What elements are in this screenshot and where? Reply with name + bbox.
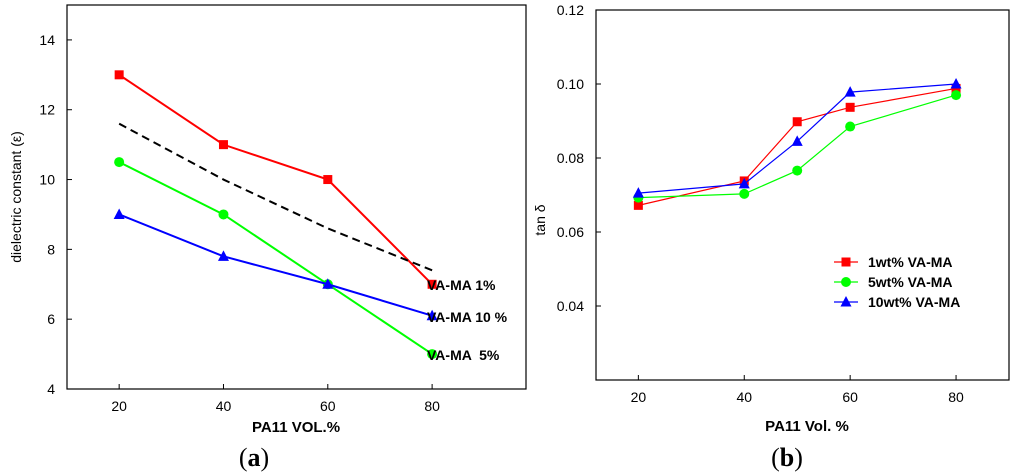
- annotation-va-ma-10: VA-MA 10 %: [427, 309, 508, 325]
- x-tick-label: 20: [631, 389, 647, 405]
- series-line-va-ma-10-: [118, 213, 433, 317]
- panel-b-x-ticks: 20 40 60 80: [631, 375, 964, 405]
- panel-a-label-open: (: [239, 443, 248, 472]
- x-tick-label: 80: [424, 398, 440, 414]
- y-tick-label: 14: [39, 32, 55, 48]
- panel-a-label-close: ): [261, 443, 270, 472]
- x-tick-label: 40: [736, 389, 752, 405]
- data-point: [738, 177, 750, 189]
- series-line-va-ma-1-: [118, 73, 433, 285]
- panel-a-y-ticks: 4 6 8 10 12 14: [39, 32, 72, 397]
- data-point: [632, 187, 644, 198]
- data-point: [792, 117, 802, 127]
- data-point: [791, 135, 803, 146]
- panel-b-x-axis-title: PA11 Vol. %: [765, 418, 849, 435]
- legend-entry: 1wt% VA-MA: [868, 254, 953, 270]
- data-point: [323, 175, 333, 185]
- data-point: [792, 165, 803, 176]
- series-line-va-ma-5-: [118, 161, 433, 355]
- data-point: [114, 157, 125, 168]
- series-line-5wt-va-ma: [638, 94, 957, 199]
- data-point: [218, 209, 229, 220]
- data-point: [845, 121, 856, 132]
- y-tick-label: 10: [39, 172, 55, 188]
- legend-entry: 10wt% VA-MA: [868, 294, 960, 310]
- x-tick-label: 40: [216, 398, 232, 414]
- panel-a-label-letter: a: [248, 443, 261, 472]
- legend-marker: [841, 277, 851, 287]
- y-tick-label: 0.10: [557, 76, 584, 92]
- y-tick-label: 0.04: [557, 298, 584, 314]
- legend-entry: 5wt% VA-MA: [868, 274, 953, 290]
- panel-b-chart: 0.04 0.06 0.08 0.10 0.12 20 40 60 80 PA11 Vol. …: [532, 2, 1010, 472]
- panel-b-y-ticks: 0.04 0.06 0.08 0.10 0.12: [557, 2, 601, 314]
- annotation-va-ma-1: VA-MA 1%: [427, 277, 496, 293]
- legend-marker: [840, 296, 852, 307]
- panel-a-plot-frame: [66, 4, 527, 390]
- series-line-1wt-va-ma: [638, 87, 957, 206]
- panel-b-label-open: (: [771, 443, 780, 472]
- data-point: [633, 200, 643, 210]
- y-tick-label: 0.06: [557, 224, 584, 240]
- y-tick-label: 8: [47, 241, 55, 257]
- panel-b-label: (b): [771, 443, 803, 472]
- series-line-trend: [118, 122, 433, 272]
- data-point: [114, 70, 124, 80]
- data-point: [113, 208, 125, 219]
- data-point: [950, 78, 962, 89]
- y-tick-label: 6: [47, 311, 55, 327]
- data-point: [217, 250, 229, 261]
- panel-b-label-close: ): [794, 443, 803, 472]
- data-point: [427, 279, 437, 289]
- panel-a-x-axis-title: PA11 VOL.%: [252, 419, 340, 436]
- legend-marker: [841, 257, 851, 267]
- data-point: [844, 86, 856, 97]
- annotation-va-ma-5: VA-MA 5%: [427, 347, 500, 363]
- data-point: [218, 140, 228, 150]
- data-point: [427, 349, 438, 360]
- y-tick-label: 4: [47, 381, 55, 397]
- data-point: [426, 309, 438, 321]
- panel-a-y-axis-title: dielectric constant (ε): [8, 131, 24, 263]
- data-point: [739, 188, 750, 199]
- panel-a-chart: 4 6 8 10 12 14 20 40 60 80 PA11 VOL.% dielectric…: [8, 4, 527, 472]
- y-tick-label: 12: [39, 102, 55, 118]
- panel-b-legend: 1wt% VA-MA 5wt% VA-MA 10wt% VA-MA: [834, 254, 960, 310]
- panel-b-series: [632, 78, 962, 210]
- panel-b-plot-frame: [595, 9, 1010, 381]
- panel-b-label-letter: b: [780, 443, 794, 472]
- x-tick-label: 20: [111, 398, 127, 414]
- x-tick-label: 80: [948, 389, 964, 405]
- y-tick-label: 0.12: [557, 2, 584, 18]
- data-point: [322, 278, 334, 289]
- y-tick-label: 0.08: [557, 150, 584, 166]
- data-point: [845, 102, 855, 112]
- x-tick-label: 60: [320, 398, 336, 414]
- data-point: [951, 90, 962, 101]
- panel-a-label: (a): [239, 443, 269, 472]
- panel-a-x-ticks: 20 40 60 80: [111, 384, 440, 414]
- x-tick-label: 60: [842, 389, 858, 405]
- panel-a-series: [113, 70, 438, 360]
- panel-b-y-axis-title: tan δ: [532, 204, 548, 235]
